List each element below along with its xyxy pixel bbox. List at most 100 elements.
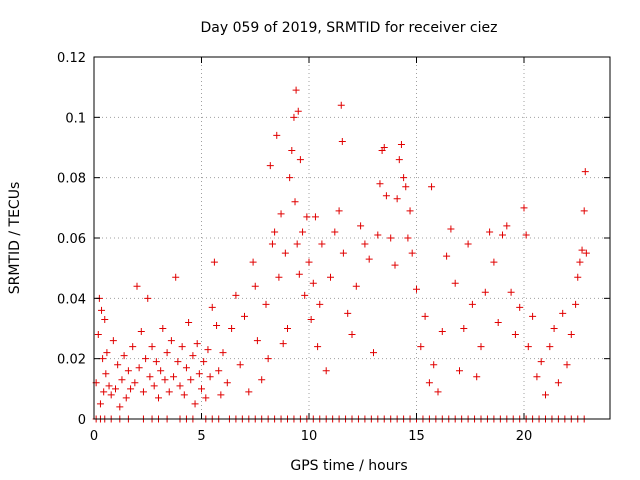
data-point [293,240,301,248]
data-point [279,340,287,348]
data-point [305,258,313,266]
data-point [524,343,532,351]
data-point [281,249,289,257]
data-point [580,207,588,215]
data-point [382,192,390,200]
data-point [567,331,575,339]
data-point [217,391,225,399]
y-tick-label: 0.1 [65,111,86,126]
y-axis-label: SRMTID / TECUs [7,182,23,295]
data-point [105,382,113,390]
data-point [195,370,203,378]
data-point [228,325,236,332]
data-point [348,331,356,339]
y-tick-label: 0 [78,413,86,428]
data-point [546,343,554,351]
plot-frame [93,56,611,420]
data-point [290,113,298,121]
data-point [380,144,388,151]
x-tick-label: 20 [516,429,533,444]
data-point [352,282,360,290]
data-point [120,352,128,360]
data-point [189,352,197,360]
data-point [572,300,580,308]
data-point [529,312,537,320]
data-point [262,300,270,308]
data-point [122,394,130,402]
data-point [99,355,107,363]
data-point [109,337,117,345]
data-point [507,288,515,296]
data-point [213,321,221,329]
data-point [202,394,210,402]
data-point [210,258,218,266]
data-point [550,325,558,332]
grid-lines [94,57,610,419]
data-point [223,379,231,387]
data-point [404,234,412,242]
data-point [339,249,347,257]
data-point [116,403,124,411]
data-point [277,210,285,218]
data-point [284,325,291,332]
data-point [559,309,567,317]
data-point [413,285,420,293]
data-point [161,376,169,384]
data-point [309,279,317,287]
data-point [124,367,132,375]
data-point [144,294,152,302]
data-point [273,131,281,139]
data-point [241,312,248,320]
data-points [92,86,590,423]
data-point [114,361,122,369]
data-point [335,207,343,215]
data-point [578,246,586,254]
data-point [311,213,319,221]
data-point [425,379,433,387]
data-point [393,195,401,203]
data-point [187,376,195,384]
data-point [245,388,253,396]
data-point [296,156,304,164]
data-point [131,379,139,387]
y-tick-label: 0.02 [57,353,86,368]
data-point [395,156,403,164]
data-point [155,394,162,402]
data-point [468,300,476,308]
data-point [490,258,498,266]
data-point [215,367,223,375]
data-point [397,140,405,148]
data-point [516,303,524,311]
data-point [408,249,416,257]
data-point [307,315,315,323]
data-point [370,349,377,357]
data-point [163,349,171,357]
data-point [554,379,562,387]
data-point [477,343,485,351]
data-point [266,162,274,170]
data-point [271,228,279,236]
data-point [537,358,545,366]
data-point [438,328,446,336]
x-axis-label: GPS time / hours [290,458,407,474]
data-point [198,385,205,393]
data-point [376,180,384,188]
data-point [146,373,154,381]
data-point [236,361,244,369]
data-point [165,388,173,396]
data-point [391,261,399,269]
data-point [581,168,589,176]
data-point [331,228,339,236]
data-point [460,325,468,332]
data-point [174,358,182,366]
data-point [451,279,459,287]
data-point [249,258,257,266]
data-point [576,258,584,266]
data-point [542,391,549,399]
data-point [327,273,334,281]
data-point [301,291,309,299]
data-point [473,373,481,381]
data-point [193,340,201,348]
data-point [292,86,300,94]
